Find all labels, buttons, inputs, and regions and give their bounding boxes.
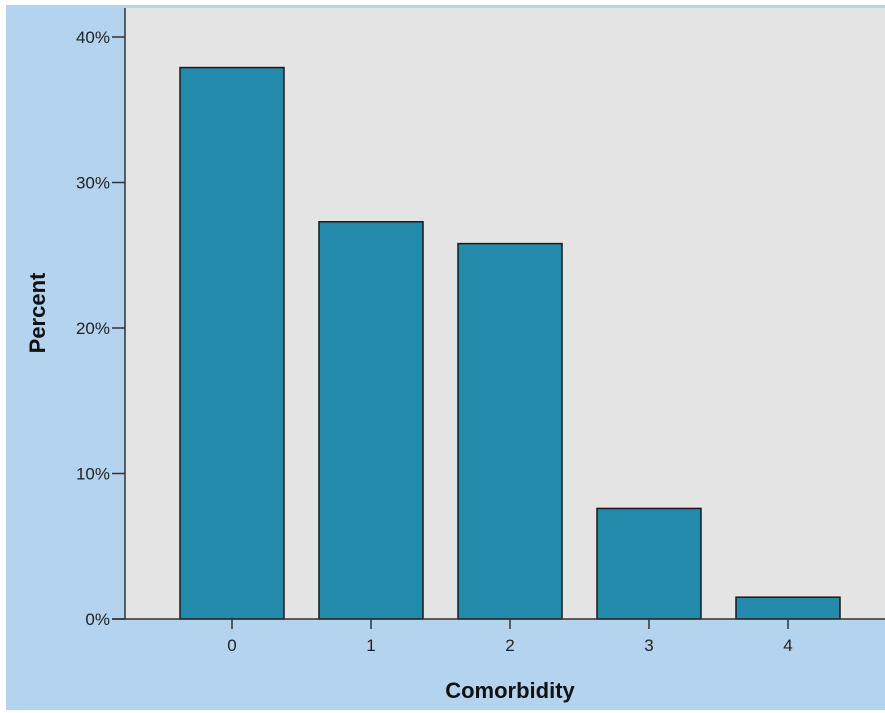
y-tick-label: 0% (85, 610, 110, 629)
bar-1 (318, 221, 424, 620)
x-tick-label: 2 (505, 636, 514, 655)
bar-3 (596, 507, 702, 620)
y-tick-label: 40% (76, 28, 110, 47)
x-axis-title: Comorbidity (445, 678, 575, 703)
x-tick-label: 3 (644, 636, 653, 655)
y-tick-label: 10% (76, 465, 110, 484)
y-ticks-group: 0% 10% 20% 30% 40% (76, 28, 125, 629)
x-tick-label: 1 (366, 636, 375, 655)
bar-0 (179, 66, 285, 620)
x-tick-label: 4 (783, 636, 792, 655)
bars-group (179, 66, 841, 620)
y-axis-title: Percent (25, 272, 50, 353)
y-tick-label: 20% (76, 319, 110, 338)
x-tick-label: 0 (227, 636, 236, 655)
bar-4 (735, 596, 841, 620)
x-ticks-group: 0 1 2 3 4 (227, 619, 793, 655)
bar-2 (457, 242, 563, 620)
y-tick-label: 30% (76, 174, 110, 193)
